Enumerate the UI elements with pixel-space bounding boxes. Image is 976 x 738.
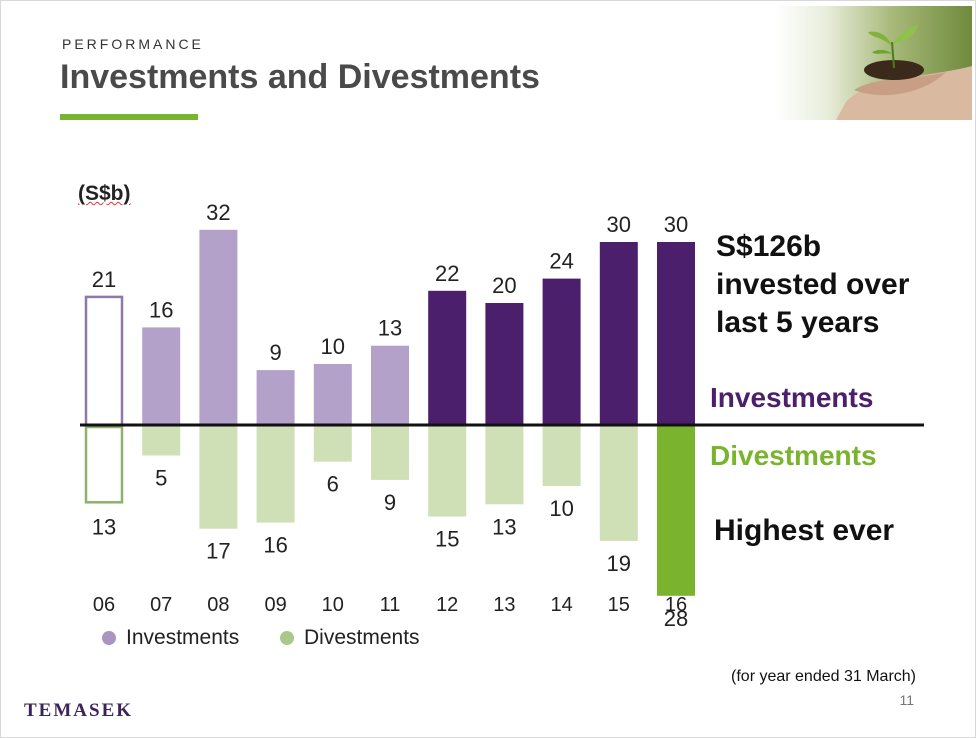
category-label-15: 15 — [608, 594, 630, 616]
divestment-value-09: 16 — [263, 533, 287, 558]
divestment-value-12: 15 — [435, 527, 459, 552]
category-label-13: 13 — [493, 594, 515, 616]
divestment-bar-06 — [84, 425, 124, 504]
section-label: PERFORMANCE — [62, 36, 204, 52]
investment-bar-11 — [371, 345, 409, 425]
divestment-bar-10 — [313, 425, 352, 462]
divestment-value-16: 28 — [664, 606, 688, 631]
category-label-07: 07 — [150, 594, 172, 616]
divestment-value-06: 13 — [92, 514, 116, 539]
investment-bar-08 — [199, 229, 238, 425]
investment-bar-15 — [599, 242, 638, 425]
investment-value-16: 30 — [664, 212, 688, 237]
seedling-photo — [776, 6, 972, 120]
divestment-value-10: 6 — [327, 472, 339, 497]
investment-bar-16 — [657, 242, 695, 425]
slide-title: Investments and Divestments — [60, 58, 540, 96]
investment-value-09: 9 — [269, 340, 281, 365]
category-label-10: 10 — [322, 594, 344, 616]
investment-bar-12 — [428, 290, 467, 425]
investment-bar-07 — [142, 327, 181, 425]
divestment-bar-16 — [657, 425, 695, 596]
highest-ever-label: Highest ever — [714, 514, 895, 547]
divestment-value-11: 9 — [384, 490, 396, 515]
investment-value-15: 30 — [607, 212, 631, 237]
category-label-09: 09 — [264, 594, 286, 616]
category-label-11: 11 — [380, 594, 401, 616]
investment-value-08: 32 — [206, 200, 230, 225]
temasek-logo: TEMASEK — [24, 700, 134, 721]
investment-value-11: 13 — [378, 316, 402, 341]
legend-investments: Investments — [102, 626, 239, 650]
investment-bar-13 — [485, 303, 524, 425]
invested-summary-line-2: invested over — [716, 268, 910, 301]
divestment-bar-07 — [142, 425, 181, 456]
legend-divestments: Divestments — [280, 626, 420, 650]
investment-value-10: 10 — [321, 334, 345, 359]
investment-bar-14 — [542, 278, 581, 425]
investment-bar-06 — [84, 295, 124, 427]
divestment-bar-13 — [485, 425, 524, 505]
investment-value-13: 20 — [492, 273, 516, 298]
divestment-value-08: 17 — [206, 539, 230, 564]
invested-summary: S$126b invested over last 5 years — [716, 228, 909, 342]
divestment-bar-08 — [199, 425, 238, 529]
legend-investments-dot — [102, 631, 116, 645]
investment-bar-10 — [313, 364, 352, 425]
page-number: 11 — [899, 692, 914, 708]
invested-summary-line-3: last 5 years — [716, 306, 880, 339]
category-label-06: 06 — [93, 594, 115, 616]
investment-value-14: 24 — [549, 249, 573, 274]
divestments-side-label: Divestments — [710, 440, 877, 471]
category-label-16: 16 — [665, 594, 687, 616]
investment-value-12: 22 — [435, 261, 459, 286]
investment-value-07: 16 — [149, 297, 173, 322]
footnote: (for year ended 31 March) — [731, 668, 916, 685]
category-label-14: 14 — [550, 594, 572, 616]
divestment-value-15: 19 — [607, 551, 631, 576]
investment-value-06: 21 — [92, 267, 116, 292]
divestment-bar-11 — [371, 425, 409, 480]
legend-divestments-dot — [280, 631, 294, 645]
legend-divestments-label: Divestments — [304, 626, 420, 649]
divestment-bar-14 — [542, 425, 581, 486]
divestment-bar-09 — [256, 425, 295, 523]
investment-bar-09 — [256, 370, 295, 425]
divestment-value-13: 13 — [492, 514, 516, 539]
title-underline — [60, 114, 198, 120]
unit-label: (S$b) — [78, 182, 131, 205]
category-label-08: 08 — [207, 594, 229, 616]
investments-side-label: Investments — [710, 382, 874, 413]
legend-investments-label: Investments — [126, 626, 240, 649]
divestment-value-14: 10 — [549, 496, 573, 521]
category-label-12: 12 — [436, 594, 458, 616]
divestment-bar-15 — [599, 425, 638, 541]
divestment-bar-12 — [428, 425, 467, 517]
divestment-value-07: 5 — [155, 466, 167, 491]
invested-summary-line-1: S$126b — [716, 230, 822, 263]
